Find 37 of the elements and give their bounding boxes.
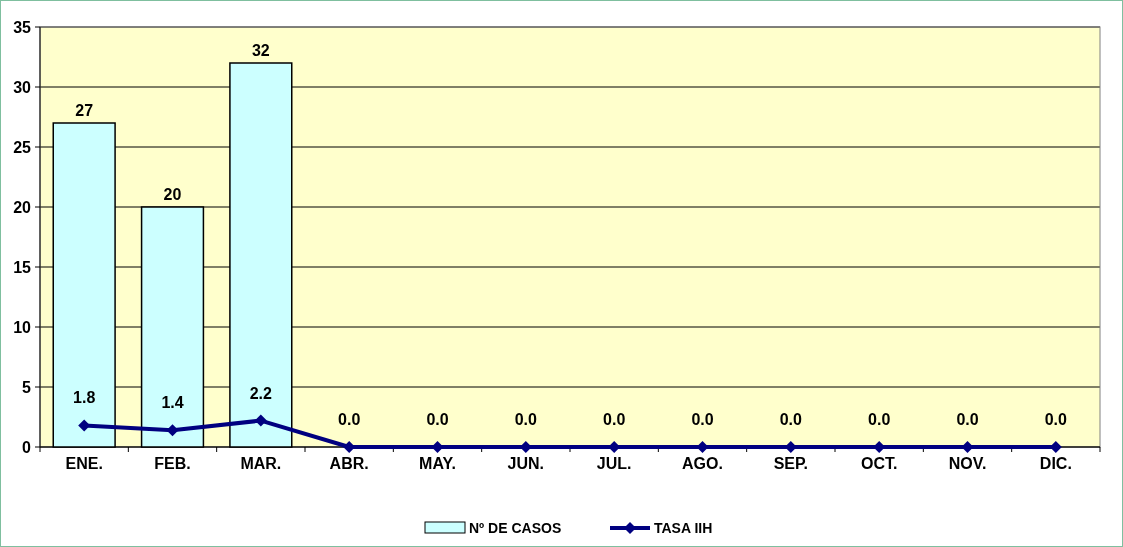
- x-tick-label: NOV.: [948, 455, 987, 472]
- data-label: 0.0: [956, 411, 979, 428]
- data-label: 1.4: [161, 394, 184, 412]
- x-tick-label: DIC.: [1039, 455, 1072, 472]
- y-tick-label: 25: [13, 138, 32, 156]
- data-label: 0.0: [426, 411, 449, 428]
- legend-label: Nº DE CASOS: [469, 519, 562, 536]
- x-tick-label: FEB.: [154, 455, 191, 472]
- data-label: 0.0: [691, 411, 714, 428]
- data-label: 27: [75, 102, 94, 119]
- data-label: 0.0: [514, 411, 538, 428]
- y-tick-label: 0: [22, 438, 32, 456]
- x-tick-label: MAR.: [240, 455, 282, 472]
- data-label: 20: [163, 186, 182, 203]
- x-tick-label: OCT.: [860, 455, 898, 472]
- y-tick-label: 30: [13, 78, 32, 96]
- legend-label: TASA IIH: [654, 519, 713, 536]
- data-label: 0.0: [1044, 411, 1068, 428]
- data-label: 32: [251, 42, 270, 59]
- x-tick-label: SEP.: [773, 455, 809, 472]
- data-label: 0.0: [603, 411, 626, 428]
- data-label: 0.0: [779, 411, 803, 428]
- y-tick-label: 20: [13, 198, 32, 216]
- x-tick-label: ENE.: [65, 455, 103, 472]
- x-tick-label: AGO.: [682, 455, 723, 472]
- data-label: 0.0: [868, 411, 891, 428]
- y-tick-label: 10: [13, 318, 32, 336]
- x-tick-label: MAY.: [419, 455, 456, 472]
- data-label: 2.2: [249, 384, 273, 402]
- x-tick-label: JUN.: [507, 455, 545, 472]
- y-tick-label: 5: [22, 378, 32, 396]
- data-label: 1.8: [73, 389, 96, 407]
- x-tick-label: ABR.: [329, 455, 369, 472]
- y-tick-label: 35: [13, 18, 32, 36]
- x-tick-label: JUL.: [596, 455, 632, 472]
- data-label: 0.0: [338, 411, 361, 428]
- y-tick-label: 15: [13, 258, 32, 276]
